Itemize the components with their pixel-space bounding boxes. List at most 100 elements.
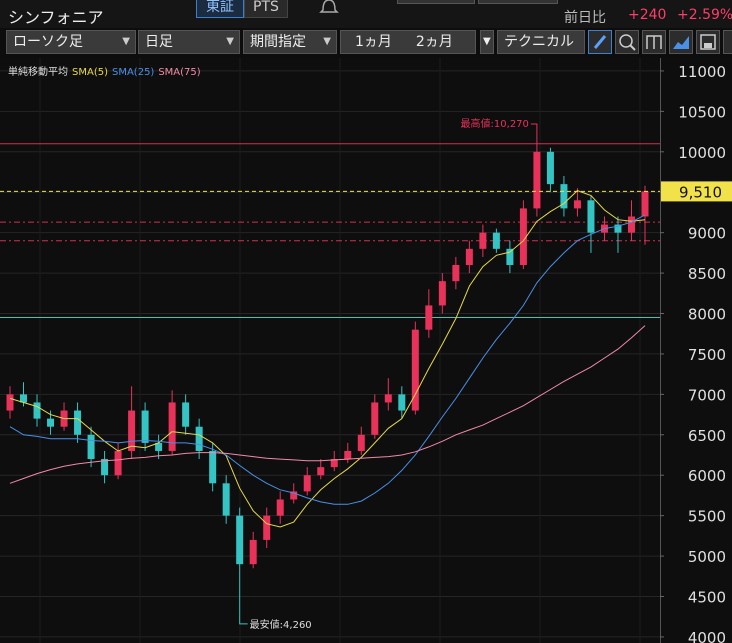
candle-body xyxy=(573,200,581,209)
candle-body xyxy=(276,499,284,516)
candle-body xyxy=(371,402,379,435)
y-tick-label: 9000 xyxy=(688,225,726,243)
y-tick-label: 7500 xyxy=(688,346,726,364)
candle-body xyxy=(438,281,446,306)
candle-body xyxy=(492,232,500,249)
dropdown-text: ローソク足 xyxy=(13,34,83,50)
top-bar: シンフォニア 東証 PTS 前日比 +240 +2.59% xyxy=(0,0,732,28)
legend-entry: SMA(25) xyxy=(112,67,154,78)
y-tick-label: 8000 xyxy=(688,306,726,324)
indicator-legend: 単純移動平均 SMA(5) SMA(25) SMA(75) xyxy=(8,65,201,78)
y-tick-label: 7000 xyxy=(688,386,726,404)
candle-body xyxy=(209,450,217,484)
zoom-icon[interactable] xyxy=(615,30,639,54)
candle-body xyxy=(101,459,109,476)
candle-body xyxy=(87,434,95,460)
candle-body xyxy=(195,426,203,451)
y-tick-label: 4000 xyxy=(688,629,726,643)
dropdown-text: テクニカル xyxy=(504,34,574,50)
menu-icon[interactable] xyxy=(723,30,732,54)
sma-line xyxy=(9,214,646,505)
candle-body xyxy=(33,402,41,419)
y-tick-label: 11000 xyxy=(678,63,726,81)
interval-dropdown[interactable]: 日足 ▼ xyxy=(138,30,240,54)
legend-entry: SMA(5) xyxy=(72,67,108,78)
chart: 4000 4500 5000 5500 6000 6500 7000 7500 8000 8500… xyxy=(0,58,732,643)
candle-body xyxy=(479,232,487,249)
candle-body xyxy=(506,248,514,265)
candle-body xyxy=(155,442,163,451)
candle-body xyxy=(263,515,271,540)
sma-line xyxy=(9,190,646,528)
candle-body xyxy=(587,200,595,233)
change-label: 前日比 xyxy=(564,10,606,26)
alert-icon[interactable] xyxy=(318,0,340,16)
candle-body xyxy=(452,264,460,282)
chart-type-dropdown[interactable]: ローソク足 ▼ xyxy=(6,30,136,54)
candle-body xyxy=(303,475,311,492)
annotation-label: 最高値:10,270 xyxy=(461,117,529,130)
range-1[interactable]: 1ヵ月 xyxy=(355,34,392,50)
candle-body xyxy=(344,450,352,460)
range-dropdown[interactable]: ▼ xyxy=(480,30,494,54)
y-tick-label: 4500 xyxy=(688,589,726,607)
candle-body xyxy=(357,434,365,451)
annotation-pointer xyxy=(530,123,538,130)
save-icon[interactable] xyxy=(696,30,720,54)
top-button[interactable] xyxy=(397,0,475,4)
candle-body xyxy=(6,394,14,411)
period-dropdown[interactable]: 期間指定 ▼ xyxy=(243,30,337,54)
indicator-title: 単純移動平均 xyxy=(8,65,68,78)
candle-body xyxy=(249,539,257,565)
range-buttons[interactable]: 1ヵ月 2ヵ月 xyxy=(340,30,476,54)
y-tick-label: 6500 xyxy=(688,427,726,445)
candle-body xyxy=(330,459,338,468)
y-tick-label: 5500 xyxy=(688,508,726,526)
candle-body xyxy=(141,410,149,443)
candle-body xyxy=(74,410,82,435)
technical-button[interactable]: テクニカル xyxy=(497,30,585,54)
y-tick-label: 6000 xyxy=(688,467,726,485)
candle-body xyxy=(398,394,406,411)
change-pct: +2.59% xyxy=(677,7,732,23)
y-tick-label: 5000 xyxy=(688,548,726,566)
market-button[interactable]: PTS xyxy=(244,0,288,18)
candle-body xyxy=(168,402,176,451)
range-2[interactable]: 2ヵ月 xyxy=(415,34,453,50)
candle-body xyxy=(519,208,527,265)
legend-entry: SMA(75) xyxy=(158,67,200,78)
candle-body xyxy=(546,151,554,185)
sma-line xyxy=(9,325,646,484)
draw-icon[interactable] xyxy=(588,30,612,54)
market-button[interactable]: 東証 xyxy=(196,0,244,18)
y-tick-label: 8500 xyxy=(688,265,726,283)
candle-body xyxy=(411,329,419,411)
change: +240 xyxy=(628,7,667,23)
candle-body xyxy=(47,418,55,427)
compare-icon[interactable] xyxy=(642,30,666,54)
candle-body xyxy=(20,394,28,403)
dropdown-text: 日足 xyxy=(145,34,173,50)
annotation-pointer xyxy=(239,615,248,625)
candle-body xyxy=(222,483,230,516)
chart-icon[interactable] xyxy=(669,30,693,54)
candle-body xyxy=(560,184,568,209)
candle-body xyxy=(627,216,635,233)
y-tick-label: 10000 xyxy=(678,144,726,162)
candle-body xyxy=(182,402,190,427)
stock-name: シンフォニア xyxy=(8,8,104,27)
dropdown-text: 期間指定 xyxy=(250,34,306,50)
candle-body xyxy=(384,394,392,403)
candle-body xyxy=(236,515,244,565)
chart-background xyxy=(0,58,732,643)
candle-body xyxy=(317,467,325,476)
annotation-label: 最安値:4,260 xyxy=(250,618,312,631)
current-price-label: 9,510 xyxy=(679,183,722,201)
candle-body xyxy=(641,191,649,217)
candle-body xyxy=(533,151,541,209)
candle-body xyxy=(614,224,622,233)
candle-body xyxy=(290,491,298,500)
top-button[interactable] xyxy=(478,0,558,4)
candle-body xyxy=(465,248,473,265)
